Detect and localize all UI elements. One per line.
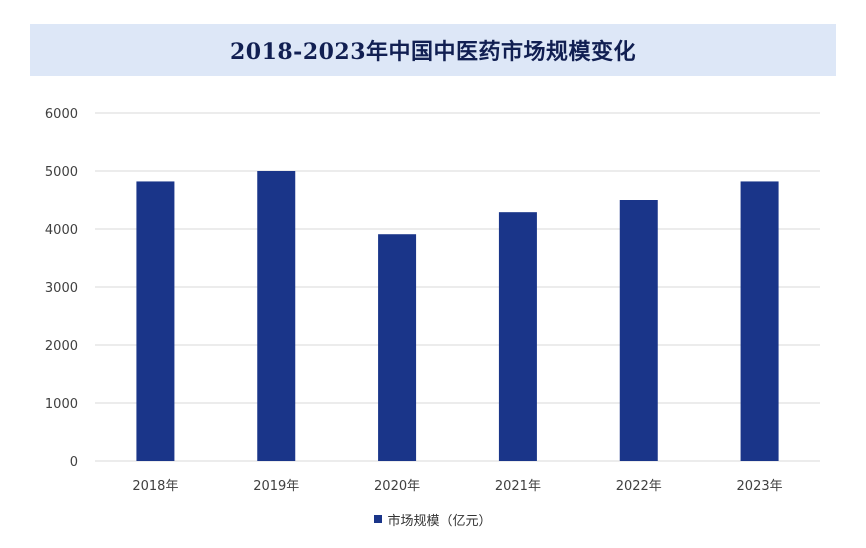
legend: 市场规模（亿元） — [0, 508, 866, 530]
y-tick-label: 2000 — [45, 339, 78, 354]
x-tick-label: 2018年 — [132, 479, 178, 494]
bar-1 — [136, 181, 175, 461]
chart-title: 2018-2023年中国中医药市场规模变化 — [229, 39, 637, 65]
y-tick-label: 6000 — [45, 107, 78, 122]
x-tick-label: 2019年 — [253, 479, 299, 494]
bar-6 — [740, 181, 779, 461]
y-tick-label: 4000 — [45, 223, 78, 238]
bar-3 — [378, 234, 417, 461]
y-tick-label: 1000 — [45, 397, 78, 412]
y-tick-label: 0 — [70, 455, 78, 470]
x-tick-label: 2020年 — [374, 479, 420, 494]
chart-title-banner: 2018-2023年中国中医药市场规模变化 — [30, 24, 836, 76]
legend-label: 市场规模（亿元） — [387, 513, 492, 529]
y-tick-label: 3000 — [45, 281, 78, 296]
bar-2 — [257, 171, 296, 461]
x-tick-label: 2022年 — [616, 479, 662, 494]
x-tick-label: 2023年 — [737, 479, 783, 494]
bar-5 — [619, 200, 658, 461]
legend-swatch — [374, 515, 383, 523]
y-tick-label: 5000 — [45, 165, 78, 180]
bar-4 — [498, 212, 537, 461]
x-tick-label: 2021年 — [495, 479, 541, 494]
